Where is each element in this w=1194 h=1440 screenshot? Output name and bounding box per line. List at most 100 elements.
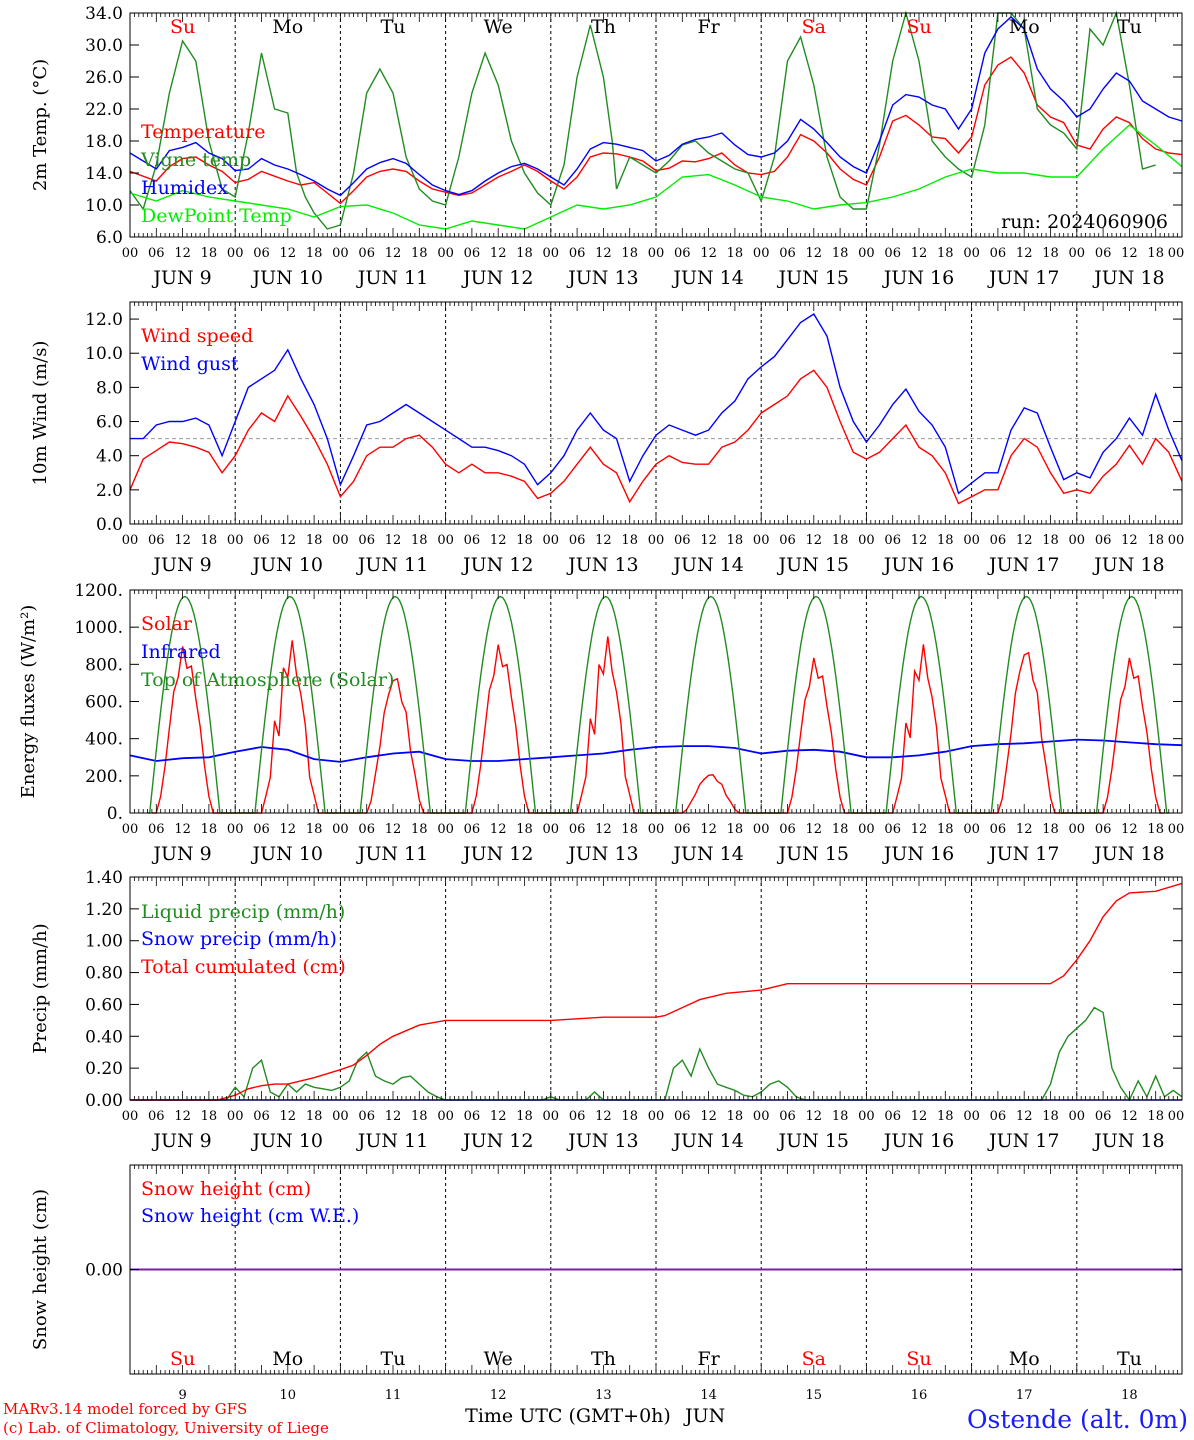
hour-tick-label: 00 (963, 246, 980, 261)
y-tick-label: 200. (85, 767, 123, 787)
plot-frame (129, 589, 1183, 814)
hour-tick-label: 00 (122, 822, 139, 837)
panel-3: Solar Infrared Top of Atmosphere (Solar) 0.… (18, 581, 1184, 865)
y-tick-label: 26.0 (85, 68, 123, 88)
hour-tick-label: 06 (148, 533, 165, 548)
hour-tick-label: 12 (280, 1109, 297, 1124)
y-tick-label: 0.0 (96, 515, 123, 535)
run-label: run: 2024060906 (1001, 211, 1168, 233)
date-tick-label: JUN 17 (987, 843, 1059, 865)
legend-entry: Vigne temp (140, 149, 251, 171)
hour-tick-label: 06 (569, 1109, 586, 1124)
hour-tick-label: 06 (884, 1109, 901, 1124)
hour-tick-label: 00 (858, 822, 875, 837)
footer-model: MARv3.14 model forced by GFS (3, 1400, 247, 1418)
hour-tick-label: 06 (1095, 822, 1112, 837)
hour-tick-label: 06 (358, 822, 375, 837)
hour-tick-label: 00 (753, 533, 770, 548)
panel-1: Temperature Vigne temp Humidex DewPoint Tem… (30, 4, 1184, 289)
date-tick-label: JUN 14 (671, 843, 743, 865)
day-of-week-label: Tu (1117, 16, 1142, 38)
day-of-week-label: Mo (272, 1348, 303, 1370)
y-axis-label: Precip (mm/h) (30, 923, 51, 1053)
y-tick-label: 14.0 (85, 164, 123, 184)
series-line (129, 10, 1156, 230)
date-tick-label: JUN 15 (777, 267, 849, 289)
hour-tick-label: 18 (411, 533, 428, 548)
legend-entry: Temperature (141, 121, 265, 143)
date-tick-label: JUN 9 (151, 843, 211, 865)
day-of-week-label: Th (591, 1348, 616, 1370)
hour-tick-label: 18 (1042, 246, 1059, 261)
date-tick-label: JUN 15 (777, 843, 849, 865)
date-tick-label: JUN 17 (987, 267, 1059, 289)
hour-tick-label: 00 (122, 533, 139, 548)
y-tick-label: 30.0 (85, 36, 123, 56)
day-of-week-label: Tu (381, 1348, 406, 1370)
hour-tick-label: 06 (464, 822, 481, 837)
x-ticks (129, 13, 1183, 237)
hour-tick-label: 12 (1121, 822, 1138, 837)
y-tick-label: 34.0 (85, 4, 123, 24)
hour-tick-label: 18 (832, 822, 849, 837)
hour-tick-label: 18 (306, 822, 323, 837)
legend-entry: Top of Atmosphere (Solar) (141, 669, 394, 691)
y-axis-label: Snow height (cm) (30, 1189, 51, 1350)
hour-tick-label: 18 (832, 1109, 849, 1124)
hour-tick-label: 00 (1069, 533, 1086, 548)
hour-tick-label: 18 (937, 822, 954, 837)
legend-entry: Infrared (141, 641, 221, 663)
date-tick-label: JUN 9 (151, 554, 211, 576)
hour-tick-label: 06 (148, 822, 165, 837)
hour-tick-label: 06 (1095, 533, 1112, 548)
hour-tick-label: 12 (700, 533, 717, 548)
date-tick-label: JUN 11 (356, 843, 428, 865)
hour-tick-label: 18 (516, 1109, 533, 1124)
y-tick-label: 4.0 (96, 447, 123, 467)
date-tick-label: JUN 11 (356, 554, 428, 576)
hour-tick-label: 00 (543, 533, 560, 548)
day-of-week-label: Sa (802, 16, 826, 38)
x-ticks (129, 302, 1183, 524)
day-of-week-label: Su (906, 16, 931, 38)
hour-tick-label: 00 (963, 822, 980, 837)
day-of-week-label: Su (170, 1348, 195, 1370)
date-tick-label: JUN 14 (671, 554, 743, 576)
day-of-week-label: Mo (1009, 16, 1040, 38)
hour-tick-label: 00 (1168, 1109, 1185, 1124)
hour-tick-label: 06 (464, 533, 481, 548)
hour-tick-label: 00 (1168, 533, 1185, 548)
series-line (130, 1006, 1183, 1102)
hour-tick-label: 06 (358, 1109, 375, 1124)
hour-tick-label: 06 (253, 246, 270, 261)
hour-tick-label: 18 (621, 246, 638, 261)
y-tick-label: 12.0 (85, 310, 123, 330)
hour-tick-label: 18 (516, 246, 533, 261)
date-tick-label: JUN 12 (461, 843, 533, 865)
hour-tick-label: 12 (595, 1109, 612, 1124)
day-of-week-label: Mo (272, 16, 303, 38)
y-tick-label: 8.0 (96, 378, 123, 398)
date-tick-label: JUN 12 (461, 554, 533, 576)
hour-tick-label: 06 (253, 822, 270, 837)
y-tick-label: 1.20 (85, 900, 123, 920)
hour-tick-label: 00 (227, 533, 244, 548)
hour-tick-label: 12 (700, 1109, 717, 1124)
hour-tick-label: 06 (148, 246, 165, 261)
hour-tick-label: 18 (1042, 822, 1059, 837)
y-axis-label: Energy fluxes (W/m²) (18, 605, 39, 799)
y-tick-label: 1.40 (85, 868, 123, 888)
day-of-week-label: Sa (802, 1348, 826, 1370)
hour-tick-label: 12 (1016, 822, 1033, 837)
hour-tick-label: 18 (516, 533, 533, 548)
day-number-label: 18 (1121, 1388, 1138, 1403)
hour-tick-label: 00 (227, 822, 244, 837)
hour-tick-label: 18 (937, 533, 954, 548)
hour-tick-label: 00 (1069, 246, 1086, 261)
date-tick-label: JUN 15 (777, 554, 849, 576)
hour-tick-label: 12 (595, 533, 612, 548)
date-tick-label: JUN 18 (1092, 554, 1164, 576)
day-number-label: 11 (385, 1388, 402, 1403)
hour-tick-label: 06 (569, 533, 586, 548)
day-number-label: 14 (700, 1388, 717, 1403)
